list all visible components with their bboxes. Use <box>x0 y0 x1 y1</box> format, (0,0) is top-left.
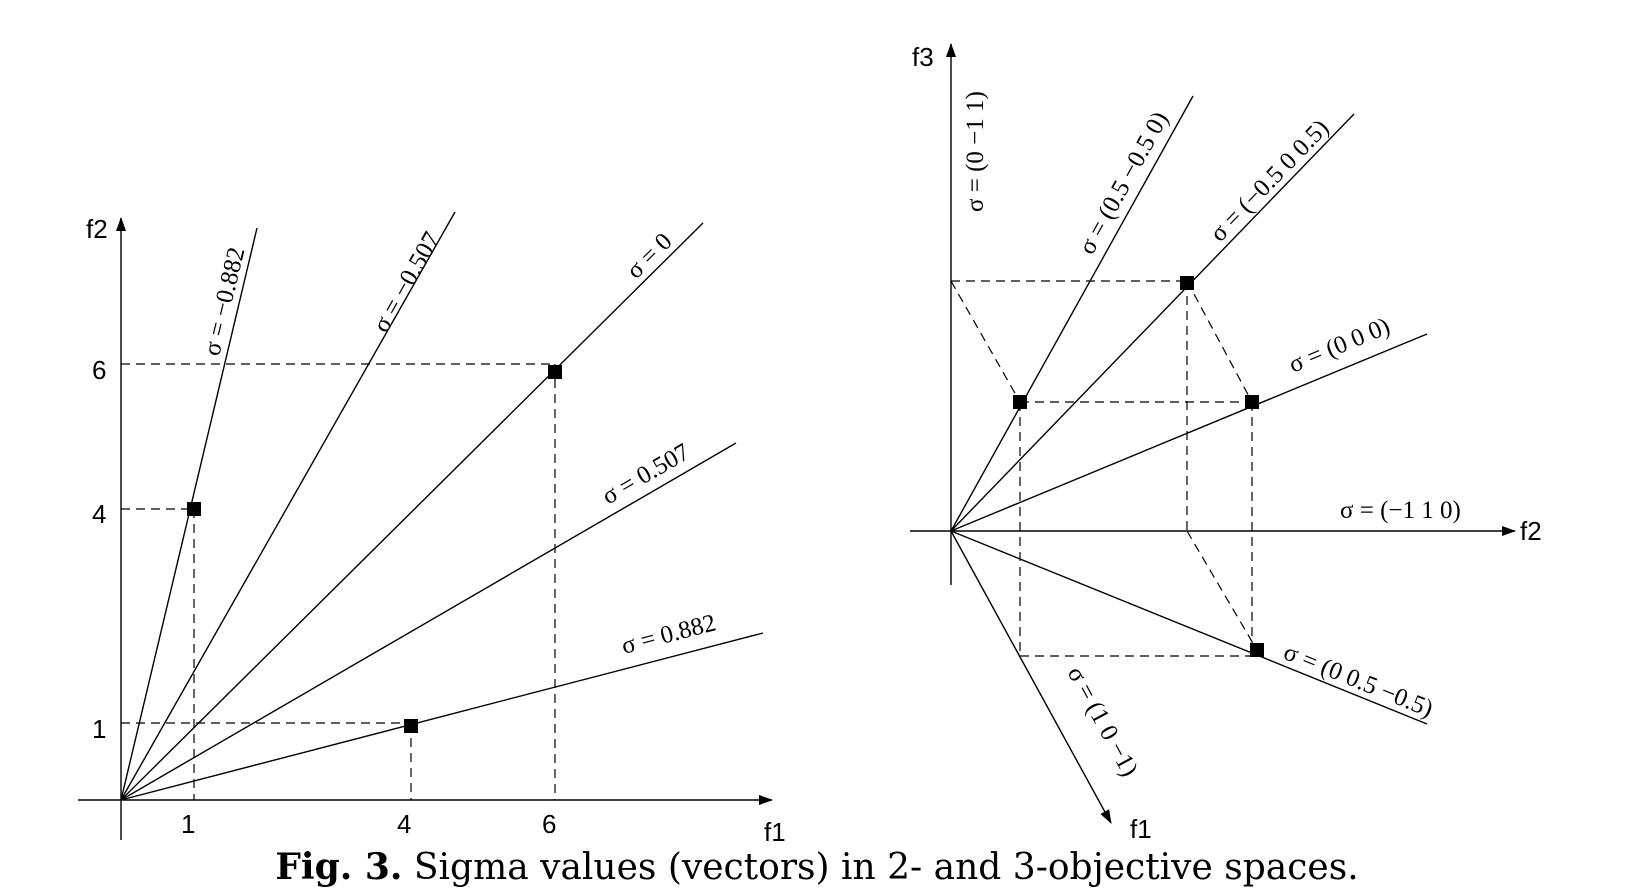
left-sigma-label: σ = −0.507 <box>368 228 446 337</box>
right-sigma-label: σ = (0 0 0) <box>1285 313 1394 379</box>
right-f1-axis <box>950 530 1112 824</box>
data-point <box>1250 643 1264 657</box>
left-ray-pos0507 <box>120 442 737 801</box>
left-ray-zero <box>120 222 704 801</box>
right-sigma-label: σ = (1 0 −1) <box>1062 662 1143 781</box>
x-tick-label: 4 <box>397 809 411 839</box>
data-point <box>1245 395 1259 409</box>
left-ray-neg0507 <box>120 211 456 801</box>
right-ray-05-05-0 <box>950 95 1194 532</box>
left-x-axis-label: f1 <box>764 817 786 847</box>
right-diagram <box>910 43 1516 824</box>
left-sigma-label: σ = 0.882 <box>619 609 719 659</box>
data-point <box>187 502 201 516</box>
right-f2-axis-label: f2 <box>1520 516 1542 546</box>
right-ray-m05-0-05 <box>950 113 1355 532</box>
left-ray-pos0882 <box>120 632 764 801</box>
right-sigma-label: σ = (−0.5 0 0.5) <box>1205 115 1334 248</box>
x-tick-label: 1 <box>181 809 195 839</box>
y-tick-label: 1 <box>92 714 106 744</box>
left-diagram <box>78 211 773 840</box>
right-points <box>1013 276 1264 657</box>
left-y-axis-label: f2 <box>86 214 108 244</box>
left-sigma-label: σ = −0.882 <box>199 245 251 359</box>
right-f3-axis-label: f3 <box>912 42 934 72</box>
right-sigma-label: σ = (0 0.5 −0.5) <box>1280 639 1437 723</box>
right-f1-axis-label: f1 <box>1130 814 1152 844</box>
data-point <box>1013 395 1027 409</box>
caption-label: Fig. 3. <box>275 846 403 888</box>
right-guide <box>950 280 1021 403</box>
right-sigma-label: σ = (−1 1 0) <box>1340 497 1461 524</box>
data-point <box>404 719 418 733</box>
right-guide <box>1186 530 1258 651</box>
caption-text: Sigma values (vectors) in 2- and 3-objec… <box>402 847 1359 888</box>
y-tick-label: 6 <box>92 355 106 385</box>
right-ray-0-05-m05 <box>950 530 1428 725</box>
right-sigma-label: σ = (0.5 −0.5 0) <box>1074 107 1174 259</box>
right-guide <box>1186 280 1253 403</box>
figure-caption: Fig. 3. Sigma values (vectors) in 2- and… <box>0 846 1634 888</box>
left-points <box>187 365 562 733</box>
data-point <box>548 365 562 379</box>
left-sigma-label: σ = 0.507 <box>597 439 694 511</box>
right-ray-0-0-0 <box>950 333 1428 532</box>
x-tick-label: 6 <box>542 809 556 839</box>
data-point <box>1180 276 1194 290</box>
right-sigma-label: σ = (0 −1 1) <box>962 91 989 212</box>
y-tick-label: 4 <box>92 499 106 529</box>
